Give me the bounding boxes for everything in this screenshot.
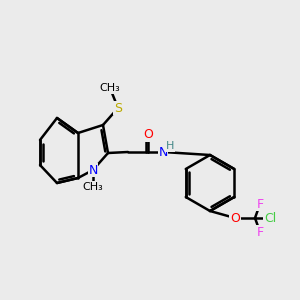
Text: Cl: Cl (264, 212, 276, 224)
Text: O: O (143, 128, 153, 142)
Text: F: F (256, 197, 264, 211)
Text: F: F (256, 226, 264, 238)
Text: CH₃: CH₃ (100, 83, 120, 93)
Text: O: O (230, 212, 240, 224)
Text: H: H (166, 141, 174, 151)
Text: S: S (114, 101, 122, 115)
Text: N: N (88, 164, 98, 176)
Text: CH₃: CH₃ (82, 182, 103, 192)
Text: N: N (158, 146, 168, 158)
